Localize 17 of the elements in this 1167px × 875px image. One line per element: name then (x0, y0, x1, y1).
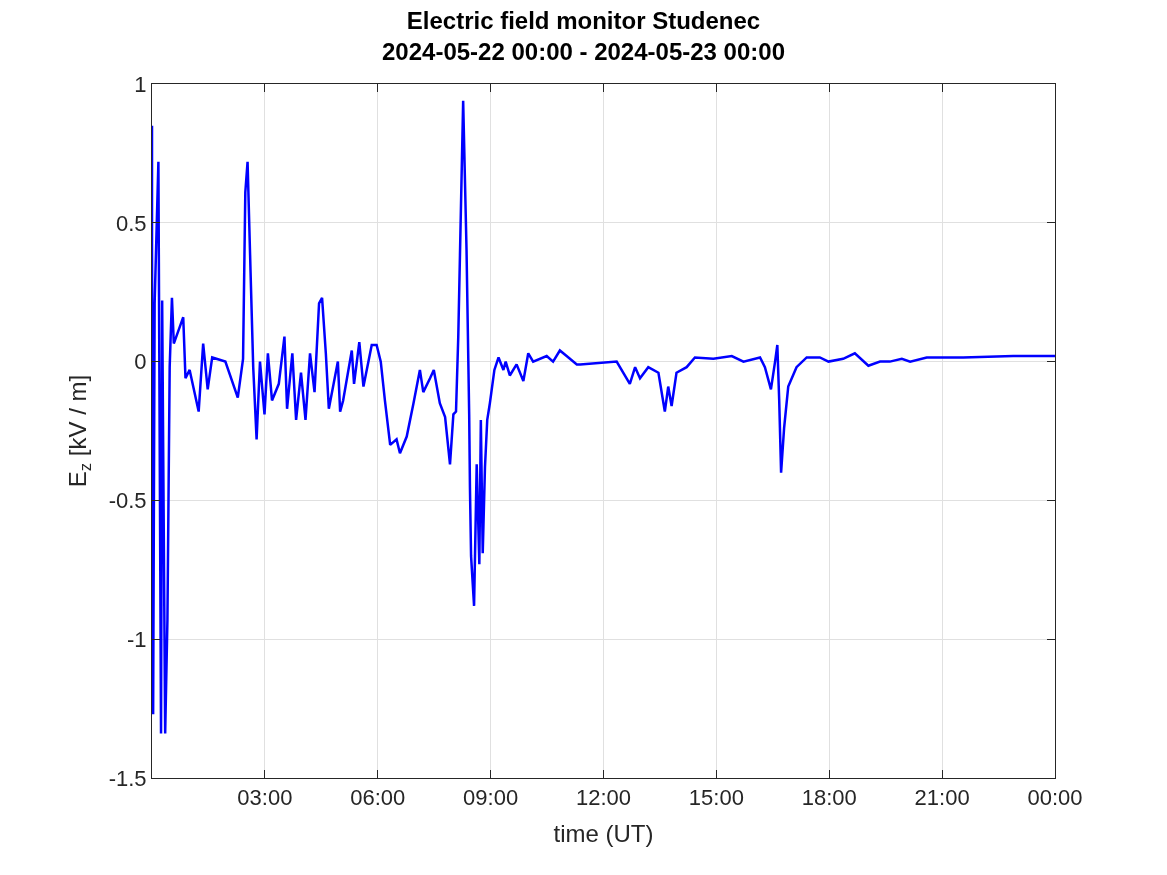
y-tick-label: 1 (134, 71, 147, 97)
y-tick-label: 0 (134, 349, 147, 375)
x-tick-label: 15:00 (688, 785, 744, 811)
x-tick-label: 03:00 (237, 785, 293, 811)
y-tick-label: -1.5 (108, 765, 147, 791)
x-tick-label: 09:00 (463, 785, 519, 811)
x-tick-label: 21:00 (914, 785, 970, 811)
y-tick-label: -1 (127, 626, 147, 652)
x-tick-label: 18:00 (801, 785, 857, 811)
x-tick-label: 12:00 (575, 785, 632, 811)
chart-title: Electric field monitor Studenec 2024-05-22 00:00 - 2024-05-23 00:00 (382, 6, 785, 65)
y-tick-label: 0.5 (116, 210, 147, 236)
y-tick-label: -0.5 (108, 488, 147, 514)
line-series (152, 99, 1055, 735)
x-axis-title: time (UT) (553, 819, 654, 847)
x-tick-label: 00:00 (1027, 785, 1083, 811)
x-tick-label: 06:00 (350, 785, 406, 811)
